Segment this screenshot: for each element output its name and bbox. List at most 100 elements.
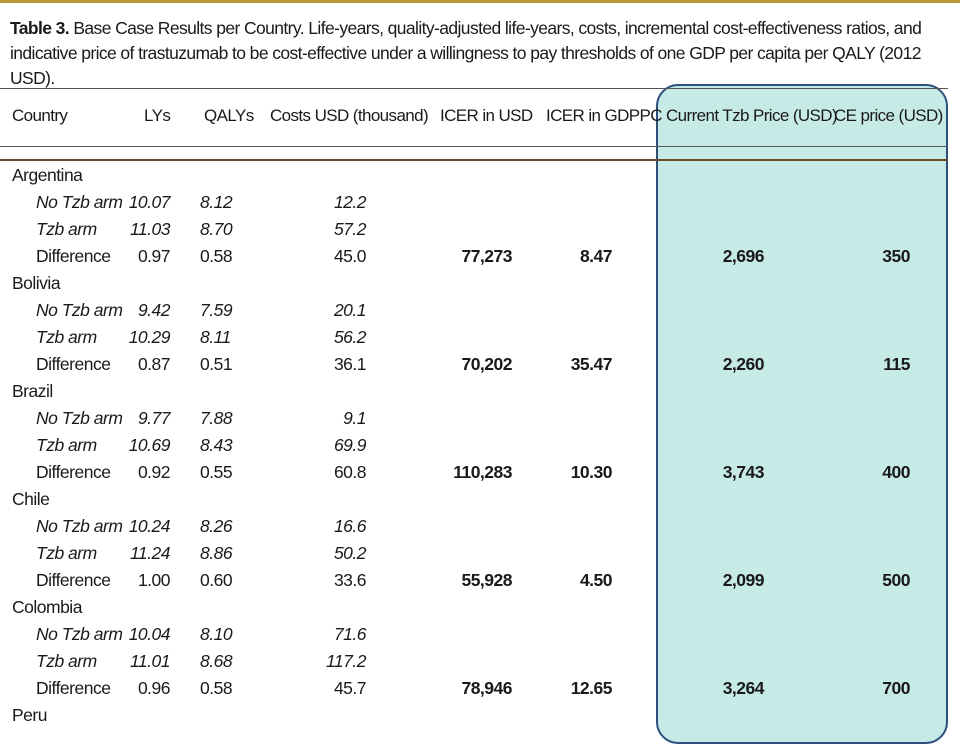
difference-row: Difference 0.87 0.51 36.1 70,202 35.47 2,260 11… [0, 351, 960, 378]
icer-gdppc-cell: 10.30 [570, 462, 613, 482]
icer-gdppc-cell: 35.47 [570, 354, 613, 374]
costs-cell: 36.1 [333, 354, 367, 374]
costs-cell: 71.6 [333, 624, 367, 644]
difference-label: Difference [36, 354, 111, 374]
lys-cell: 9.77 [137, 408, 171, 428]
country-name: Argentina [12, 165, 83, 185]
tzb-arm-row: Tzb arm 10.29 8.11 56.2 [0, 324, 960, 351]
tzb-arm-row: Tzb arm 11.24 8.86 50.2 [0, 540, 960, 567]
costs-cell: 60.8 [333, 462, 367, 482]
header-bottom-rule [0, 159, 948, 161]
header-country: Country [12, 106, 68, 125]
arm-label: Tzb arm [36, 219, 97, 239]
country-name: Chile [12, 489, 50, 509]
costs-cell: 20.1 [333, 300, 367, 320]
lys-cell: 10.24 [128, 516, 171, 536]
lys-cell: 11.03 [130, 219, 171, 239]
qalys-cell: 8.86 [200, 543, 233, 563]
icer-usd-cell: 77,273 [461, 246, 512, 266]
icer-gdppc-cell: 8.47 [579, 246, 613, 266]
costs-cell: 16.6 [333, 516, 367, 536]
costs-cell: 45.7 [333, 678, 367, 698]
costs-cell: 9.1 [343, 408, 366, 428]
lys-cell: 9.42 [137, 300, 171, 320]
difference-row: Difference 1.00 0.60 33.6 55,928 4.50 2,099 500 [0, 567, 960, 594]
country-name: Peru [12, 705, 47, 725]
costs-cell: 33.6 [333, 570, 367, 590]
current-price-cell: 2,696 [722, 246, 765, 266]
current-price-cell: 3,743 [722, 462, 765, 482]
ce-price-cell: 115 [883, 354, 910, 374]
qalys-cell: 0.58 [200, 246, 233, 266]
qalys-cell: 8.70 [200, 219, 233, 239]
icer-usd-cell: 110,283 [453, 462, 512, 482]
qalys-cell: 8.11 [200, 327, 231, 347]
current-price-cell: 2,260 [722, 354, 765, 374]
arm-label: Tzb arm [36, 543, 97, 563]
qalys-cell: 8.12 [200, 192, 233, 212]
no-tzb-arm-row: No Tzb arm 10.24 8.26 16.6 [0, 513, 960, 540]
difference-row: Difference 0.97 0.58 45.0 77,273 8.47 2,696 350 [0, 243, 960, 270]
qalys-cell: 0.58 [200, 678, 233, 698]
difference-row: Difference 0.96 0.58 45.7 78,946 12.65 3,264 70… [0, 675, 960, 702]
no-tzb-arm-row: No Tzb arm 9.77 7.88 9.1 [0, 405, 960, 432]
no-tzb-arm-row: No Tzb arm 10.04 8.10 71.6 [0, 621, 960, 648]
arm-label: Tzb arm [36, 435, 97, 455]
top-border [0, 0, 960, 3]
arm-label: No Tzb arm [36, 408, 123, 428]
table-label: Table 3. [10, 18, 70, 38]
tzb-arm-row: Tzb arm 11.03 8.70 57.2 [0, 216, 960, 243]
current-price-cell: 2,099 [722, 570, 765, 590]
costs-cell: 50.2 [333, 543, 367, 563]
tzb-arm-row: Tzb arm 10.69 8.43 69.9 [0, 432, 960, 459]
header-lys: LYs [144, 106, 171, 125]
arm-label: No Tzb arm [36, 300, 123, 320]
difference-label: Difference [36, 678, 111, 698]
country-row: Brazil [0, 378, 960, 405]
arm-label: No Tzb arm [36, 192, 123, 212]
qalys-cell: 0.51 [200, 354, 233, 374]
arm-label: Tzb arm [36, 327, 97, 347]
lys-cell: 10.29 [128, 327, 171, 347]
header-current-price: Current Tzb Price (USD) [666, 106, 838, 125]
lys-cell: 1.00 [137, 570, 171, 590]
difference-label: Difference [36, 570, 111, 590]
difference-label: Difference [36, 462, 111, 482]
icer-gdppc-cell: 4.50 [579, 570, 613, 590]
qalys-cell: 8.68 [200, 651, 233, 671]
qalys-cell: 7.59 [200, 300, 233, 320]
costs-cell: 56.2 [333, 327, 367, 347]
costs-cell: 12.2 [333, 192, 367, 212]
costs-cell: 69.9 [333, 435, 367, 455]
tzb-arm-row: Tzb arm 11.01 8.68 117.2 [0, 648, 960, 675]
difference-label: Difference [36, 246, 111, 266]
no-tzb-arm-row: No Tzb arm 9.42 7.59 20.1 [0, 297, 960, 324]
lys-cell: 0.92 [137, 462, 171, 482]
country-row: Bolivia [0, 270, 960, 297]
header-costs: Costs USD (thousand) [270, 106, 429, 125]
costs-cell: 57.2 [333, 219, 367, 239]
arm-label: No Tzb arm [36, 516, 123, 536]
country-name: Colombia [12, 597, 82, 617]
qalys-cell: 7.88 [200, 408, 233, 428]
costs-cell: 117.2 [326, 651, 367, 671]
header-icer-gdppc: ICER in GDPPC [546, 106, 663, 125]
country-row: Colombia [0, 594, 960, 621]
ce-price-cell: 350 [882, 246, 910, 266]
header-icer-usd: ICER in USD [440, 106, 533, 125]
lys-cell: 11.24 [130, 543, 171, 563]
qalys-cell: 0.55 [200, 462, 233, 482]
lys-cell: 0.97 [137, 246, 171, 266]
arm-label: Tzb arm [36, 651, 97, 671]
ce-price-cell: 700 [882, 678, 910, 698]
lys-cell: 0.87 [137, 354, 171, 374]
current-price-cell: 3,264 [722, 678, 765, 698]
header-mid-rule [0, 146, 948, 147]
country-row: Chile [0, 486, 960, 513]
lys-cell: 10.69 [128, 435, 171, 455]
country-row: Peru [0, 702, 960, 729]
difference-row: Difference 0.92 0.55 60.8 110,283 10.30 3,743 4… [0, 459, 960, 486]
header-qalys: QALYs [204, 106, 254, 125]
country-row: Argentina [0, 162, 960, 189]
country-name: Brazil [12, 381, 53, 401]
